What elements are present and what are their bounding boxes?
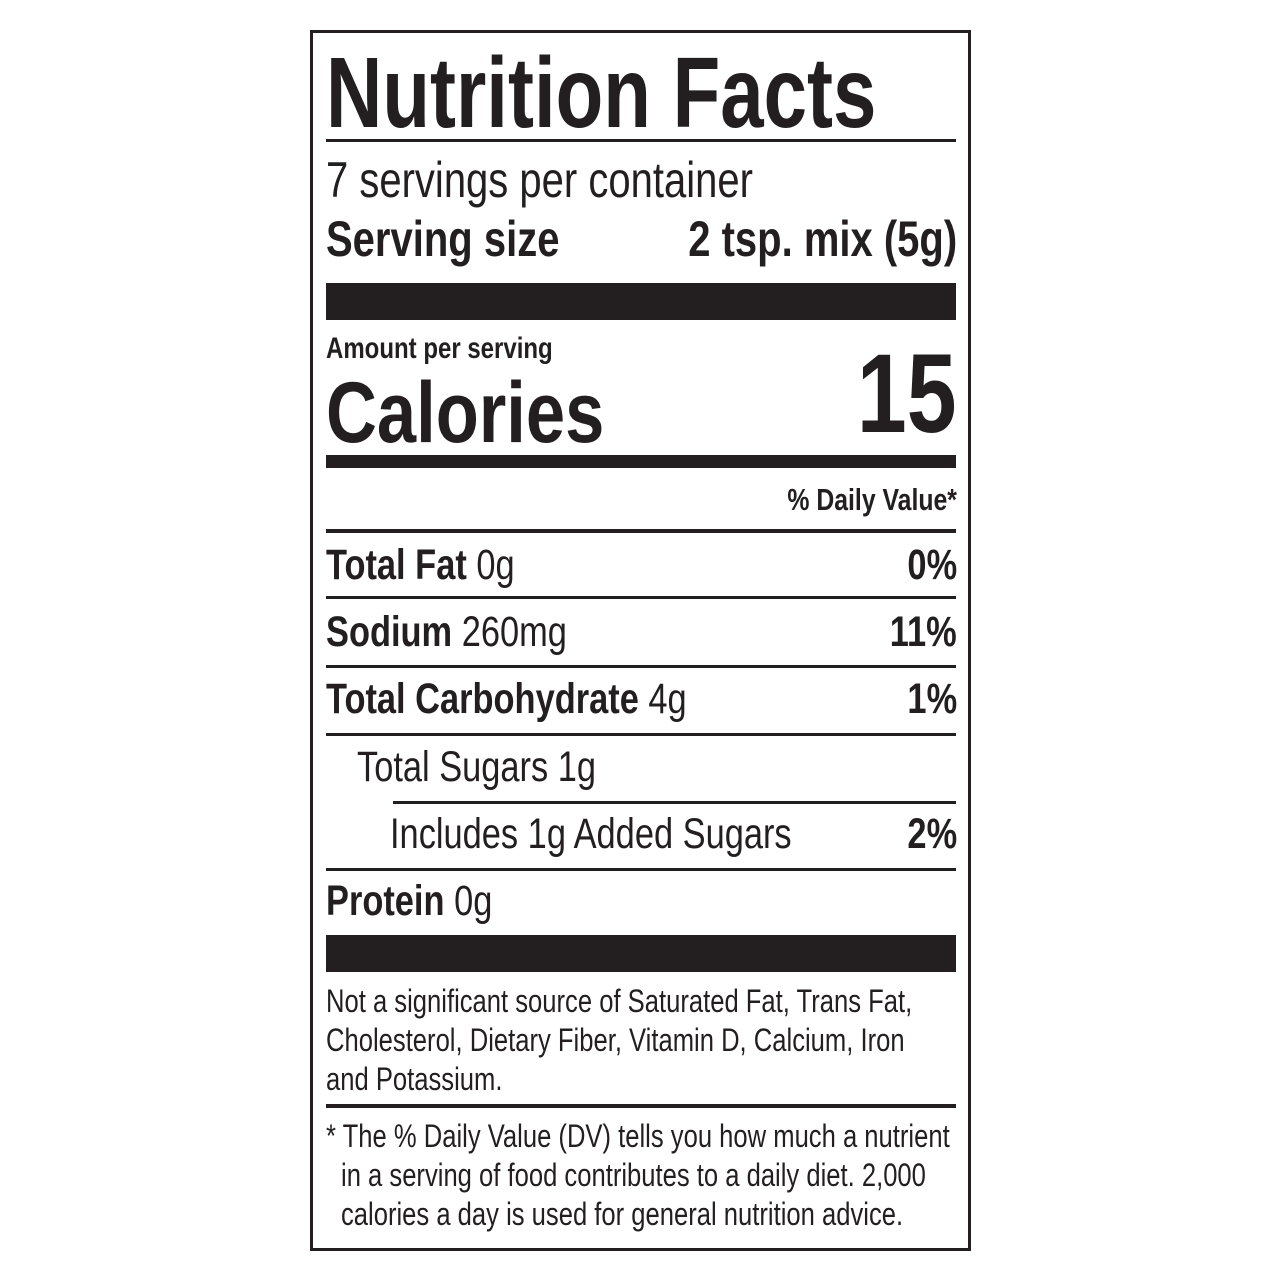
nutrient-row-total-fat: Total Fat 0g — [326, 541, 562, 589]
servings-text: 7 servings per container — [326, 152, 753, 208]
nutrient-amount: 0g — [454, 877, 493, 925]
divider — [326, 868, 956, 871]
nutrient-row-sodium: Sodium 260mg — [326, 608, 627, 656]
label-title: Nutrition Facts — [326, 38, 1032, 148]
calories-label-text: Calories — [326, 365, 605, 461]
nutrient-dv: 11% — [873, 608, 957, 656]
nutrient-row-total-carbohydrate: Total Carbohydrate 4g — [326, 675, 777, 723]
nutrient-amount: 260mg — [461, 608, 567, 656]
note-line: and Potassium. — [326, 1061, 503, 1097]
nutrient-dv: 0% — [895, 541, 957, 589]
nutrient-name: Total Fat — [326, 541, 467, 589]
title-text: Nutrition Facts — [326, 37, 877, 149]
nutrient-row-protein: Protein 0g — [326, 877, 534, 925]
amount-per-serving-text: Amount per serving — [326, 332, 553, 365]
amount-per-serving: Amount per serving — [326, 332, 609, 366]
dv-text: 11% — [890, 608, 957, 656]
nutrient-dv: 2% — [895, 810, 957, 858]
divider — [326, 139, 956, 142]
divider — [326, 529, 956, 533]
nutrient-name: Total Carbohydrate — [326, 675, 639, 723]
divider — [326, 596, 956, 599]
nutrient-dv: 1% — [895, 675, 957, 723]
nutrient-name: Total Sugars 1g — [357, 743, 597, 791]
thick-divider — [326, 935, 956, 972]
nutrient-row-total-sugars: Total Sugars 1g — [357, 743, 656, 791]
serving-size-value: 2 tsp. mix (5g) — [621, 211, 957, 267]
daily-value-header: % Daily Value* — [745, 482, 957, 518]
medium-divider — [326, 455, 956, 468]
dv-text: 2% — [907, 810, 957, 858]
not-significant-note: Not a significant source of Saturated Fa… — [326, 982, 1059, 1099]
nutrient-amount: 0g — [476, 541, 515, 589]
daily-value-footnote: * The % Daily Value (DV) tells you how m… — [326, 1117, 1106, 1234]
nutrient-amount: 4g — [648, 675, 687, 723]
divider — [326, 665, 956, 668]
serving-size-value-text: 2 tsp. mix (5g) — [688, 211, 957, 267]
serving-size-label: Serving size — [326, 211, 618, 267]
calories-value-text: 15 — [857, 331, 957, 456]
footnote-line: * The % Daily Value (DV) tells you how m… — [326, 1118, 950, 1154]
calories-label: Calories — [326, 368, 665, 458]
nutrient-name: Protein — [326, 877, 445, 925]
note-line: Cholesterol, Dietary Fiber, Vitamin D, C… — [326, 1022, 905, 1058]
serving-size-label-text: Serving size — [326, 211, 560, 267]
nutrition-facts-label — [310, 30, 971, 1251]
daily-value-header-text: % Daily Value* — [787, 482, 957, 517]
divider — [393, 801, 956, 804]
divider — [326, 1104, 956, 1108]
dv-text: 1% — [907, 675, 957, 723]
divider — [326, 733, 956, 736]
footnote-line: calories a day is used for general nutri… — [341, 1196, 904, 1232]
thick-divider — [326, 283, 956, 320]
servings-per-container: 7 servings per container — [326, 152, 860, 208]
nutrient-row-added-sugars: Includes 1g Added Sugars — [390, 810, 892, 858]
note-line: Not a significant source of Saturated Fa… — [326, 983, 913, 1019]
nutrient-name: Includes 1g Added Sugars — [390, 810, 792, 858]
dv-text: 0% — [907, 541, 957, 589]
footnote-line: in a serving of food contributes to a da… — [341, 1157, 926, 1193]
nutrient-name: Sodium — [326, 608, 453, 656]
calories-value: 15 — [832, 336, 957, 452]
